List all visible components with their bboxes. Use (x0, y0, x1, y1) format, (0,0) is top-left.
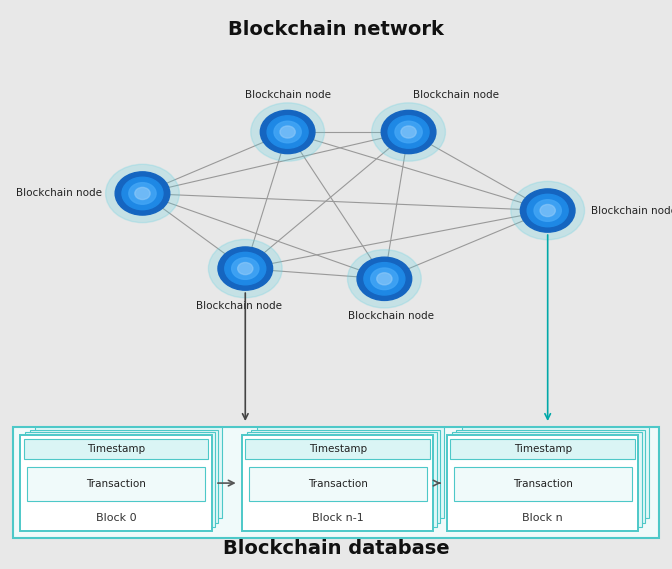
Text: Transaction: Transaction (513, 479, 573, 489)
Ellipse shape (232, 258, 259, 279)
Ellipse shape (528, 194, 568, 226)
Text: Blockchain node: Blockchain node (591, 205, 672, 216)
FancyBboxPatch shape (20, 435, 212, 531)
Text: Blockchain node: Blockchain node (413, 90, 499, 100)
FancyBboxPatch shape (452, 432, 642, 527)
FancyBboxPatch shape (13, 427, 659, 538)
Text: Transaction: Transaction (308, 479, 368, 489)
Ellipse shape (540, 204, 555, 217)
Ellipse shape (534, 200, 561, 221)
Text: Block n: Block n (522, 513, 563, 523)
Ellipse shape (106, 164, 179, 222)
FancyBboxPatch shape (245, 439, 430, 459)
Ellipse shape (381, 110, 436, 154)
Text: Blockchain node: Blockchain node (245, 90, 331, 100)
FancyBboxPatch shape (450, 439, 635, 459)
Ellipse shape (135, 187, 150, 200)
Ellipse shape (122, 178, 163, 210)
Ellipse shape (377, 273, 392, 285)
Ellipse shape (238, 262, 253, 275)
Ellipse shape (267, 116, 308, 148)
FancyBboxPatch shape (257, 427, 444, 518)
Ellipse shape (364, 263, 405, 295)
Ellipse shape (395, 121, 422, 143)
Text: Timestamp: Timestamp (513, 444, 572, 454)
FancyBboxPatch shape (24, 439, 208, 459)
Text: Blockchain node: Blockchain node (196, 300, 282, 311)
FancyBboxPatch shape (447, 435, 638, 531)
FancyBboxPatch shape (454, 467, 632, 501)
Ellipse shape (208, 240, 282, 298)
Ellipse shape (372, 103, 446, 161)
FancyBboxPatch shape (30, 430, 218, 523)
Text: Timestamp: Timestamp (87, 444, 145, 454)
FancyBboxPatch shape (249, 467, 427, 501)
FancyBboxPatch shape (462, 427, 648, 518)
FancyBboxPatch shape (251, 430, 440, 523)
Ellipse shape (274, 121, 301, 143)
Ellipse shape (218, 247, 273, 290)
Text: Block n-1: Block n-1 (312, 513, 364, 523)
Ellipse shape (511, 182, 585, 240)
Ellipse shape (401, 126, 416, 138)
Ellipse shape (388, 116, 429, 148)
Ellipse shape (225, 253, 265, 284)
Ellipse shape (520, 189, 575, 232)
FancyBboxPatch shape (25, 432, 215, 527)
Ellipse shape (347, 250, 421, 308)
Ellipse shape (280, 126, 295, 138)
Ellipse shape (357, 257, 412, 300)
Text: Blockchain node: Blockchain node (348, 311, 434, 321)
FancyBboxPatch shape (242, 435, 433, 531)
Ellipse shape (371, 268, 398, 290)
Text: Transaction: Transaction (86, 479, 146, 489)
Text: Blockchain node: Blockchain node (16, 188, 102, 199)
Ellipse shape (115, 172, 170, 215)
Ellipse shape (129, 183, 156, 204)
Ellipse shape (260, 110, 315, 154)
Text: Blockchain network: Blockchain network (228, 20, 444, 39)
Text: Block 0: Block 0 (95, 513, 136, 523)
FancyBboxPatch shape (456, 430, 645, 523)
FancyBboxPatch shape (27, 467, 205, 501)
FancyBboxPatch shape (35, 427, 222, 518)
Text: Timestamp: Timestamp (308, 444, 367, 454)
Text: Blockchain database: Blockchain database (222, 539, 450, 558)
Ellipse shape (251, 103, 325, 161)
FancyBboxPatch shape (247, 432, 437, 527)
